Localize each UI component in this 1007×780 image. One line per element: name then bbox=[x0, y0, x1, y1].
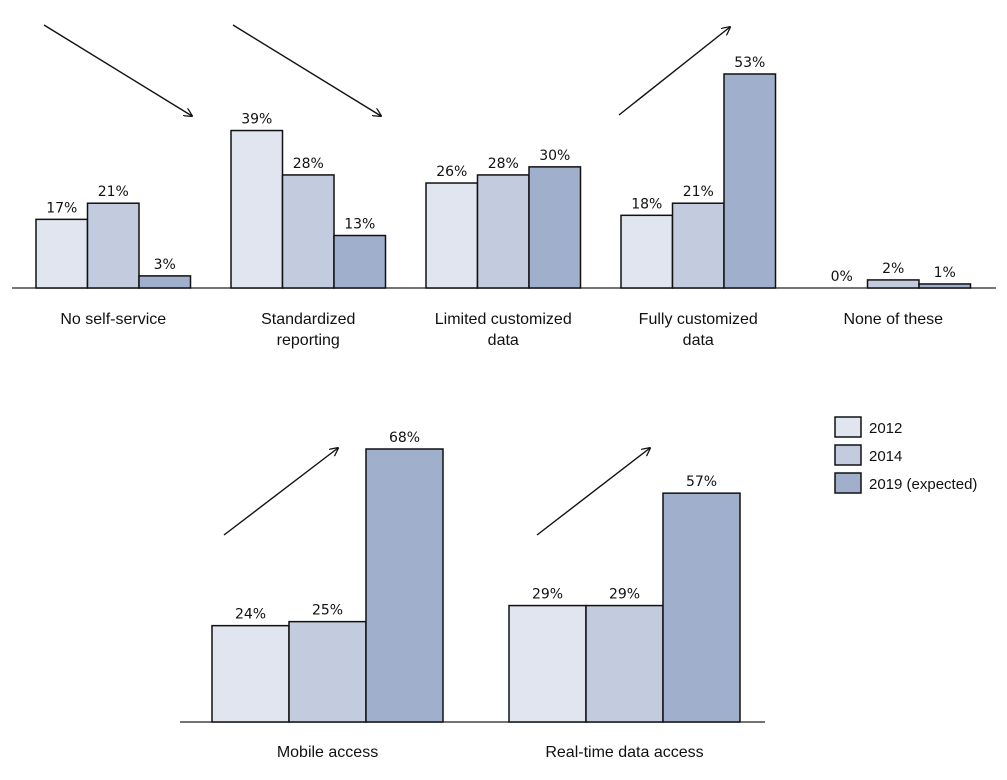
data-label-fully-customized-data-2012: 18% bbox=[631, 196, 662, 212]
legend-swatch-2012 bbox=[834, 416, 862, 438]
legend-label-2019-expected: 2019 (expected) bbox=[869, 476, 977, 493]
data-label-real-time-data-access-2014: 29% bbox=[609, 587, 640, 603]
bar-real-time-data-access-2012 bbox=[508, 604, 587, 723]
data-label-fully-customized-data-2014: 21% bbox=[683, 184, 714, 200]
data-label-none-of-these-2019-expected: 1% bbox=[934, 265, 956, 281]
data-label-standardized-reporting-2019-expected: 13% bbox=[344, 217, 375, 233]
bar-limited-customized-data-2012 bbox=[425, 182, 479, 289]
bar-none-of-these-2014 bbox=[866, 279, 920, 289]
trend-arrow-up-icon bbox=[223, 448, 338, 536]
data-label-no-self-service-2012: 17% bbox=[46, 200, 77, 216]
bar-limited-customized-data-2019-expected bbox=[528, 166, 582, 289]
bar-standardized-reporting-2014 bbox=[281, 174, 335, 289]
bar-no-self-service-2014 bbox=[86, 202, 140, 289]
bar-standardized-reporting-2012 bbox=[230, 129, 284, 289]
legend-swatch-2014 bbox=[834, 444, 862, 466]
trend-arrow-up-icon bbox=[618, 27, 730, 116]
top-chart-panel: 17% 21% 3% No self-service 39% 28% 13% Standard… bbox=[12, 24, 996, 349]
bar-limited-customized-data-2014 bbox=[476, 174, 530, 289]
bar-fully-customized-data-2019-expected bbox=[723, 73, 777, 289]
bottom-chart-panel: 24% 25% 68% Mobile access 29% 29% 57% Real-time… bbox=[180, 430, 765, 761]
category-label: Limited customized data bbox=[435, 311, 572, 349]
trend-arrow-up-icon bbox=[536, 448, 650, 536]
data-label-none-of-these-2014: 2% bbox=[882, 261, 904, 277]
data-label-standardized-reporting-2014: 28% bbox=[293, 156, 324, 172]
legend-label-2014: 2014 bbox=[869, 448, 902, 465]
category-label: Real-time data access bbox=[545, 744, 703, 761]
bar-mobile-access-2019-expected bbox=[365, 448, 444, 723]
legend-label-2012: 2012 bbox=[869, 420, 902, 437]
data-label-limited-customized-data-2019-expected: 30% bbox=[539, 148, 570, 164]
legend: 2012 2014 2019 (expected) bbox=[834, 416, 977, 494]
data-label-mobile-access-2019-expected: 68% bbox=[389, 430, 420, 446]
category-label: No self-service bbox=[60, 311, 166, 328]
category-label: Fully customized data bbox=[639, 311, 758, 349]
trend-arrow-down-icon bbox=[43, 24, 192, 116]
data-label-real-time-data-access-2019-expected: 57% bbox=[686, 474, 717, 490]
bar-no-self-service-2019-expected bbox=[138, 275, 192, 289]
bar-standardized-reporting-2019-expected bbox=[333, 234, 387, 289]
legend-swatch-2019-expected bbox=[834, 472, 862, 494]
data-label-limited-customized-data-2014: 28% bbox=[488, 156, 519, 172]
bar-real-time-data-access-2014 bbox=[585, 604, 664, 723]
category-label: None of these bbox=[843, 311, 943, 328]
data-label-none-of-these-2012: 0% bbox=[831, 269, 853, 285]
data-label-fully-customized-data-2019-expected: 53% bbox=[734, 55, 765, 71]
data-label-no-self-service-2014: 21% bbox=[98, 184, 129, 200]
category-label: Mobile access bbox=[277, 744, 378, 761]
bar-fully-customized-data-2014 bbox=[671, 202, 725, 289]
data-label-standardized-reporting-2012: 39% bbox=[241, 112, 272, 128]
bar-fully-customized-data-2012 bbox=[620, 214, 674, 289]
data-label-real-time-data-access-2012: 29% bbox=[532, 587, 563, 603]
trend-arrow-down-icon bbox=[232, 24, 381, 116]
data-label-mobile-access-2014: 25% bbox=[312, 603, 343, 619]
data-label-mobile-access-2012: 24% bbox=[235, 607, 266, 623]
bar-mobile-access-2014 bbox=[288, 620, 367, 723]
bar-real-time-data-access-2019-expected bbox=[662, 492, 741, 723]
data-label-limited-customized-data-2012: 26% bbox=[436, 164, 467, 180]
data-label-no-self-service-2019-expected: 3% bbox=[154, 257, 176, 273]
bar-none-of-these-2019-expected bbox=[918, 283, 972, 289]
category-label: Standardized reporting bbox=[261, 311, 355, 349]
bar-no-self-service-2012 bbox=[35, 218, 89, 289]
bar-mobile-access-2012 bbox=[211, 624, 290, 723]
